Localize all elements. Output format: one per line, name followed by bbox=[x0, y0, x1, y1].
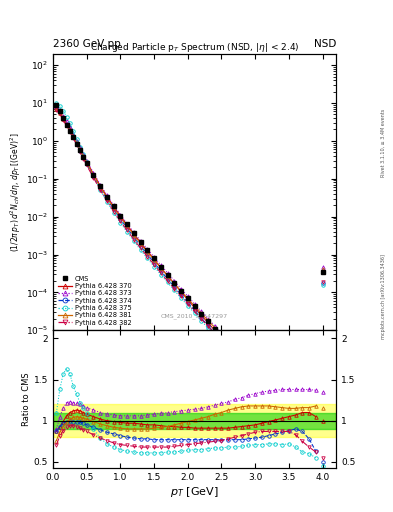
Text: Rivet 3.1.10, ≥ 3.4M events: Rivet 3.1.10, ≥ 3.4M events bbox=[381, 109, 386, 178]
Text: CMS_2010_S8547297: CMS_2010_S8547297 bbox=[161, 313, 228, 319]
Text: NSD: NSD bbox=[314, 38, 336, 49]
Y-axis label: $(1/2\pi\,p_T)\,d^2N_{ch}/d\eta,\,dp_T\,[(\mathrm{GeV})^2]$: $(1/2\pi\,p_T)\,d^2N_{ch}/d\eta,\,dp_T\,… bbox=[9, 132, 23, 252]
Bar bbox=[53, 413, 336, 429]
Y-axis label: Ratio to CMS: Ratio to CMS bbox=[22, 373, 31, 426]
Title: Charged Particle p$_T$ Spectrum (NSD, |$\eta$| < 2.4): Charged Particle p$_T$ Spectrum (NSD, |$… bbox=[90, 41, 299, 54]
Text: mcplots.cern.ch [arXiv:1306.3436]: mcplots.cern.ch [arXiv:1306.3436] bbox=[381, 254, 386, 339]
Bar bbox=[53, 404, 336, 437]
Legend: CMS, Pythia 6.428 370, Pythia 6.428 373, Pythia 6.428 374, Pythia 6.428 375, Pyt: CMS, Pythia 6.428 370, Pythia 6.428 373,… bbox=[56, 274, 133, 327]
Text: 2360 GeV pp: 2360 GeV pp bbox=[53, 38, 121, 49]
X-axis label: $p_{T}$ [GeV]: $p_{T}$ [GeV] bbox=[170, 485, 219, 499]
